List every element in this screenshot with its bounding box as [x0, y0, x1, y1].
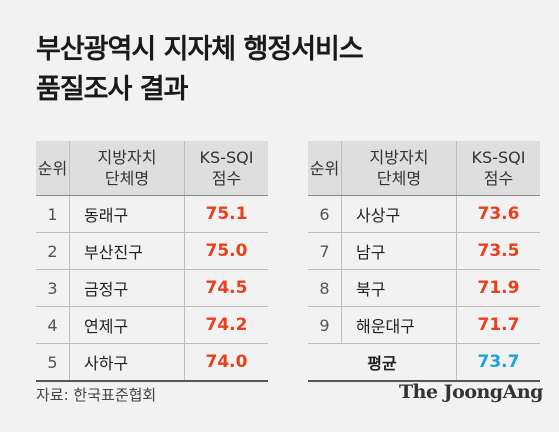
row-score: 73.5: [456, 232, 540, 270]
table-row: 5 사하구 74.0: [36, 343, 268, 382]
table-header-row: 순위 지방자치 단체명 KS-SQI 점수: [308, 141, 540, 196]
ranking-table-right: 순위 지방자치 단체명 KS-SQI 점수 6 사상구 73.6 7 남구 73…: [308, 141, 540, 382]
page-title: 부산광역시 지자체 행정서비스 품질조사 결과: [36, 30, 364, 110]
row-rank: 3: [36, 269, 70, 307]
publisher-logo: The JoongAng: [399, 381, 543, 403]
table-row: 9 해운대구 71.7: [308, 306, 540, 344]
row-score: 75.1: [184, 195, 268, 233]
average-label: 평균: [308, 343, 457, 382]
table-row: 1 동래구 75.1: [36, 195, 268, 233]
ranking-table-left: 순위 지방자치 단체명 KS-SQI 점수 1 동래구 75.1 2 부산진구 …: [36, 141, 268, 382]
row-score: 74.2: [184, 306, 268, 344]
row-name: 동래구: [69, 195, 185, 233]
row-rank: 9: [308, 306, 342, 344]
row-name: 연제구: [69, 306, 185, 344]
header-rank: 순위: [36, 141, 70, 196]
row-score: 75.0: [184, 232, 268, 270]
table-row: 7 남구 73.5: [308, 232, 540, 270]
row-score: 74.0: [184, 343, 268, 382]
header-score-line2: 점수: [211, 169, 242, 188]
row-name: 금정구: [69, 269, 185, 307]
row-score: 71.7: [456, 306, 540, 344]
header-score: KS-SQI 점수: [456, 141, 540, 196]
row-name: 사하구: [69, 343, 185, 382]
row-score: 71.9: [456, 269, 540, 307]
table-row: 8 북구 71.9: [308, 269, 540, 307]
header-name: 지방자치 단체명: [341, 141, 457, 196]
title-line-1: 부산광역시 지자체 행정서비스: [36, 34, 364, 65]
average-row: 평균 73.7: [308, 343, 540, 382]
header-name-line2: 단체명: [376, 169, 422, 188]
row-score: 73.6: [456, 195, 540, 233]
row-score: 74.5: [184, 269, 268, 307]
row-name: 남구: [341, 232, 457, 270]
row-rank: 2: [36, 232, 70, 270]
row-rank: 1: [36, 195, 70, 233]
header-score-line1: KS-SQI: [199, 148, 254, 167]
table-row: 4 연제구 74.2: [36, 306, 268, 344]
row-rank: 5: [36, 343, 70, 382]
row-name: 사상구: [341, 195, 457, 233]
table-header-row: 순위 지방자치 단체명 KS-SQI 점수: [36, 141, 268, 196]
table-row: 2 부산진구 75.0: [36, 232, 268, 270]
title-line-2: 품질조사 결과: [36, 74, 188, 105]
row-name: 북구: [341, 269, 457, 307]
header-name-line2: 단체명: [104, 169, 150, 188]
row-rank: 6: [308, 195, 342, 233]
header-score: KS-SQI 점수: [184, 141, 268, 196]
header-name-line1: 지방자치: [97, 148, 157, 167]
row-name: 해운대구: [341, 306, 457, 344]
row-rank: 4: [36, 306, 70, 344]
source-note: 자료: 한국표준협회: [36, 386, 157, 404]
row-rank: 7: [308, 232, 342, 270]
header-score-line2: 점수: [483, 169, 514, 188]
average-score: 73.7: [456, 343, 540, 382]
row-name: 부산진구: [69, 232, 185, 270]
row-rank: 8: [308, 269, 342, 307]
header-name-line1: 지방자치: [369, 148, 429, 167]
header-name: 지방자치 단체명: [69, 141, 185, 196]
header-rank: 순위: [308, 141, 342, 196]
header-score-line1: KS-SQI: [471, 148, 526, 167]
table-row: 6 사상구 73.6: [308, 195, 540, 233]
table-row: 3 금정구 74.5: [36, 269, 268, 307]
